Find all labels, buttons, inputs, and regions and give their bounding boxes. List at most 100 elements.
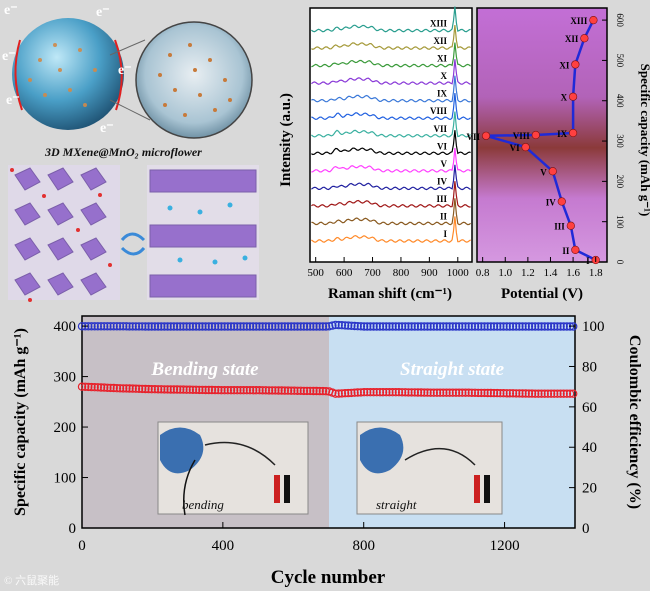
- capacity-point: [458, 388, 467, 397]
- capacity-point: [461, 388, 470, 397]
- efficiency-point: [429, 322, 438, 331]
- efficiency-point: [553, 322, 562, 331]
- potential-point-label: XII: [565, 34, 579, 44]
- efficiency-point: [464, 322, 473, 331]
- capacity-point: [175, 385, 185, 394]
- potential-point-label: III: [554, 222, 565, 232]
- efficiency-point: [141, 322, 150, 331]
- capacity-point: [271, 386, 280, 395]
- efficiency-point: [277, 322, 286, 331]
- efficiency-point: [325, 322, 334, 331]
- capacity-point: [144, 384, 153, 394]
- efficiency-point: [137, 322, 147, 331]
- capacity-point: [340, 389, 350, 398]
- efficiency-point: [391, 322, 400, 331]
- efficiency-point: [540, 322, 549, 331]
- capacity-point: [252, 386, 261, 395]
- raman-spectrum-line: [311, 42, 471, 68]
- efficiency-point: [172, 322, 182, 331]
- capacity-point: [137, 384, 147, 394]
- raman-spectrum-line: [311, 164, 471, 191]
- raman-spectrum-label: V: [441, 159, 448, 169]
- efficiency-point: [274, 322, 283, 331]
- efficiency-point: [502, 322, 511, 331]
- efficiency-point: [347, 321, 356, 330]
- capacity-point: [306, 386, 315, 396]
- efficiency-point: [163, 322, 172, 331]
- cycling-y2tick-label: 40: [582, 440, 597, 456]
- capacity-point: [439, 388, 448, 397]
- capacity-point: [195, 385, 204, 395]
- efficiency-point: [122, 322, 131, 331]
- capacity-point: [521, 389, 530, 398]
- potential-point: [568, 92, 578, 101]
- efficiency-point: [296, 322, 305, 331]
- capacity-point: [287, 386, 296, 395]
- cycling-xlabel: Cycle number: [271, 567, 386, 588]
- efficiency-point: [80, 322, 90, 331]
- efficiency-point: [375, 322, 385, 331]
- efficiency-point: [432, 322, 442, 331]
- capacity-point: [363, 388, 372, 397]
- capacity-point: [426, 388, 435, 397]
- capacity-point: [480, 388, 489, 398]
- capacity-point: [261, 386, 270, 395]
- potential-point-label: I: [586, 256, 590, 266]
- capacity-point: [283, 386, 293, 395]
- capacity-point: [404, 388, 413, 397]
- capacity-point: [540, 389, 549, 398]
- capacity-point: [350, 388, 359, 397]
- efficiency-point: [410, 322, 419, 331]
- capacity-point: [388, 388, 397, 397]
- efficiency-point: [287, 322, 296, 331]
- capacity-point: [131, 384, 141, 393]
- raman-spectrum-line: [311, 216, 471, 243]
- raman-spectrum-label: XII: [433, 36, 447, 46]
- capacity-point: [359, 388, 369, 397]
- bending-state-label: Bending state: [150, 359, 259, 380]
- efficiency-point: [309, 322, 318, 331]
- efficiency-point: [179, 322, 188, 331]
- capacity-point: [515, 389, 524, 398]
- efficiency-point: [169, 322, 179, 331]
- cycling-xtick-label: 400: [212, 538, 235, 554]
- bending-photo-label: bending: [182, 497, 224, 512]
- raman-spectrum-label: IX: [437, 89, 448, 99]
- efficiency-point: [531, 322, 540, 331]
- capacity-point: [534, 389, 543, 398]
- efficiency-point: [439, 322, 448, 331]
- efficiency-point: [210, 322, 220, 331]
- efficiency-point: [340, 321, 350, 330]
- capacity-point: [505, 389, 515, 398]
- capacity-point: [223, 386, 232, 395]
- efficiency-point: [96, 322, 106, 331]
- raman-spectrum-label: IV: [437, 176, 448, 186]
- capacity-point: [118, 384, 128, 393]
- efficiency-point: [451, 322, 461, 331]
- capacity-point: [214, 385, 223, 395]
- capacity-point: [258, 386, 267, 395]
- efficiency-point: [521, 322, 530, 331]
- capacity-point: [353, 388, 362, 397]
- efficiency-point: [134, 322, 144, 331]
- efficiency-point: [524, 322, 534, 331]
- capacity-point: [413, 388, 423, 397]
- efficiency-point: [290, 322, 299, 331]
- capacity-point: [470, 388, 480, 397]
- efficiency-point: [413, 322, 423, 331]
- potential-point-label: IX: [557, 129, 568, 139]
- capacity-point: [185, 385, 194, 394]
- efficiency-point: [109, 322, 118, 331]
- efficiency-point: [505, 322, 515, 331]
- capacity-point: [553, 389, 562, 398]
- efficiency-point: [223, 322, 232, 331]
- potential-point: [589, 15, 598, 25]
- potential-point: [557, 197, 566, 206]
- potential-ytick-label: 100: [615, 215, 625, 229]
- efficiency-point: [236, 322, 245, 331]
- efficiency-point: [480, 322, 489, 331]
- efficiency-point: [268, 322, 277, 331]
- capacity-point: [550, 389, 559, 398]
- efficiency-point: [508, 322, 518, 331]
